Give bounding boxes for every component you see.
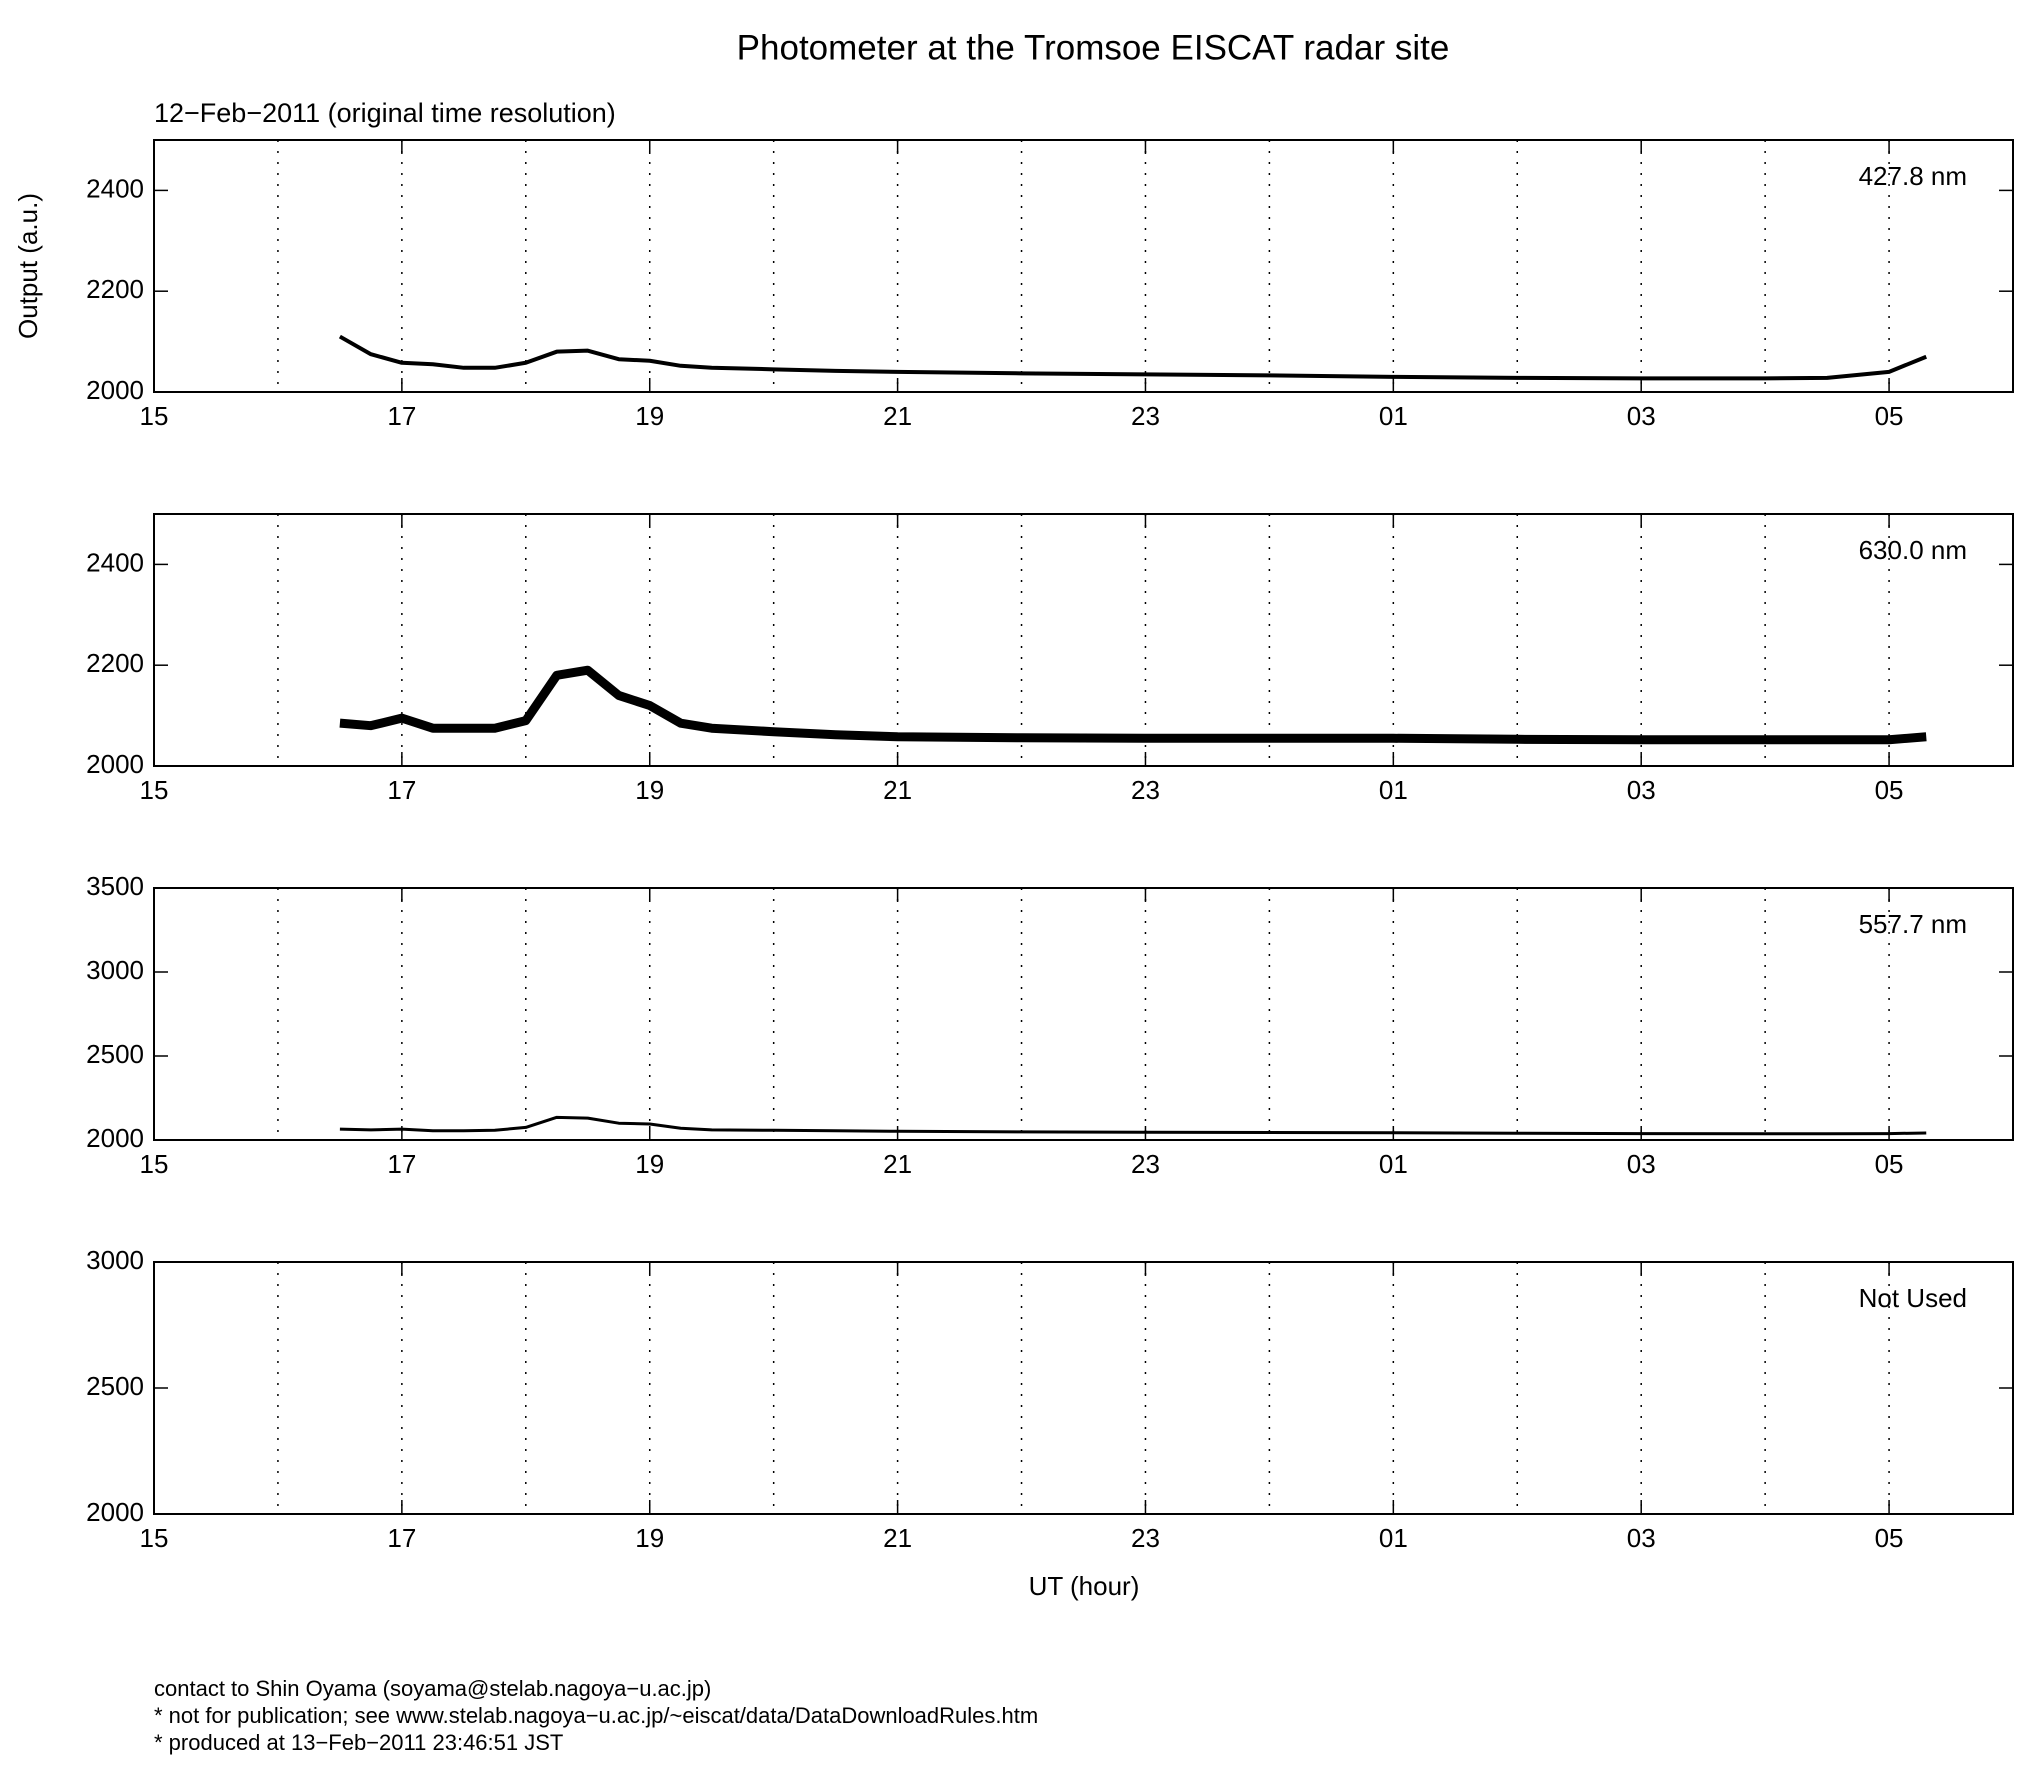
y-tick-label: 2400 [86,547,144,577]
y-tick-label: 3000 [86,1245,144,1275]
x-tick-label: 03 [1627,401,1656,431]
y-tick-label: 2200 [86,274,144,304]
x-tick-label: 21 [883,775,912,805]
y-tick-label: 2500 [86,1371,144,1401]
x-tick-label: 01 [1379,1523,1408,1553]
x-tick-label: 23 [1131,1523,1160,1553]
footer-line: * not for publication; see www.stelab.na… [154,1703,1038,1728]
plot-frame [153,887,2014,1141]
y-axis-label: Output (a.u.) [13,193,43,339]
panel-label: 630.0 nm [1859,535,1967,565]
x-tick-label: 17 [387,1149,416,1179]
x-tick-label: 19 [635,1523,664,1553]
x-tick-label: 19 [635,401,664,431]
x-tick-label: 03 [1627,1523,1656,1553]
y-tick-label: 2400 [86,173,144,203]
y-tick-label: 2200 [86,648,144,678]
subtitle: 12−Feb−2011 (original time resolution) [154,98,616,128]
x-tick-label: 05 [1875,775,1904,805]
x-tick-label: 15 [140,775,169,805]
x-tick-label: 01 [1379,401,1408,431]
data-line [338,334,1928,381]
chart-title: Photometer at the Tromsoe EISCAT radar s… [737,28,1450,67]
x-axis-label: UT (hour) [1029,1571,1140,1601]
x-tick-label: 03 [1627,1149,1656,1179]
x-tick-label: 15 [140,401,169,431]
x-tick-label: 01 [1379,1149,1408,1179]
footer-line: * produced at 13−Feb−2011 23:46:51 JST [154,1730,563,1755]
y-tick-label: 3000 [86,955,144,985]
y-tick-label: 2000 [86,749,144,779]
panel-label: 557.7 nm [1859,909,1967,939]
y-tick-label: 2000 [86,375,144,405]
x-tick-label: 17 [387,1523,416,1553]
y-tick-label: 3500 [86,871,144,901]
x-tick-label: 01 [1379,775,1408,805]
x-tick-label: 23 [1131,401,1160,431]
x-tick-label: 17 [387,775,416,805]
y-tick-label: 2500 [86,1039,144,1069]
data-line [339,1115,1927,1136]
x-tick-label: 19 [635,1149,664,1179]
y-tick-label: 2000 [86,1497,144,1527]
x-tick-label: 15 [140,1523,169,1553]
x-tick-label: 05 [1875,1149,1904,1179]
x-tick-label: 05 [1875,401,1904,431]
x-tick-label: 23 [1131,1149,1160,1179]
x-tick-label: 15 [140,1149,169,1179]
y-tick-label: 2000 [86,1123,144,1153]
x-tick-label: 23 [1131,775,1160,805]
footer-line: contact to Shin Oyama (soyama@stelab.nag… [154,1676,711,1701]
x-tick-label: 21 [883,401,912,431]
plot-frame [153,1261,2014,1515]
plot-frame [153,513,2014,767]
panel-label: 427.8 nm [1859,161,1967,191]
x-tick-label: 05 [1875,1523,1904,1553]
x-tick-label: 03 [1627,775,1656,805]
x-tick-label: 17 [387,401,416,431]
x-tick-label: 21 [883,1149,912,1179]
plot-frame [153,139,2014,393]
panel-label: Not Used [1859,1283,1967,1313]
x-tick-label: 21 [883,1523,912,1553]
data-line [339,665,1927,745]
x-tick-label: 19 [635,775,664,805]
